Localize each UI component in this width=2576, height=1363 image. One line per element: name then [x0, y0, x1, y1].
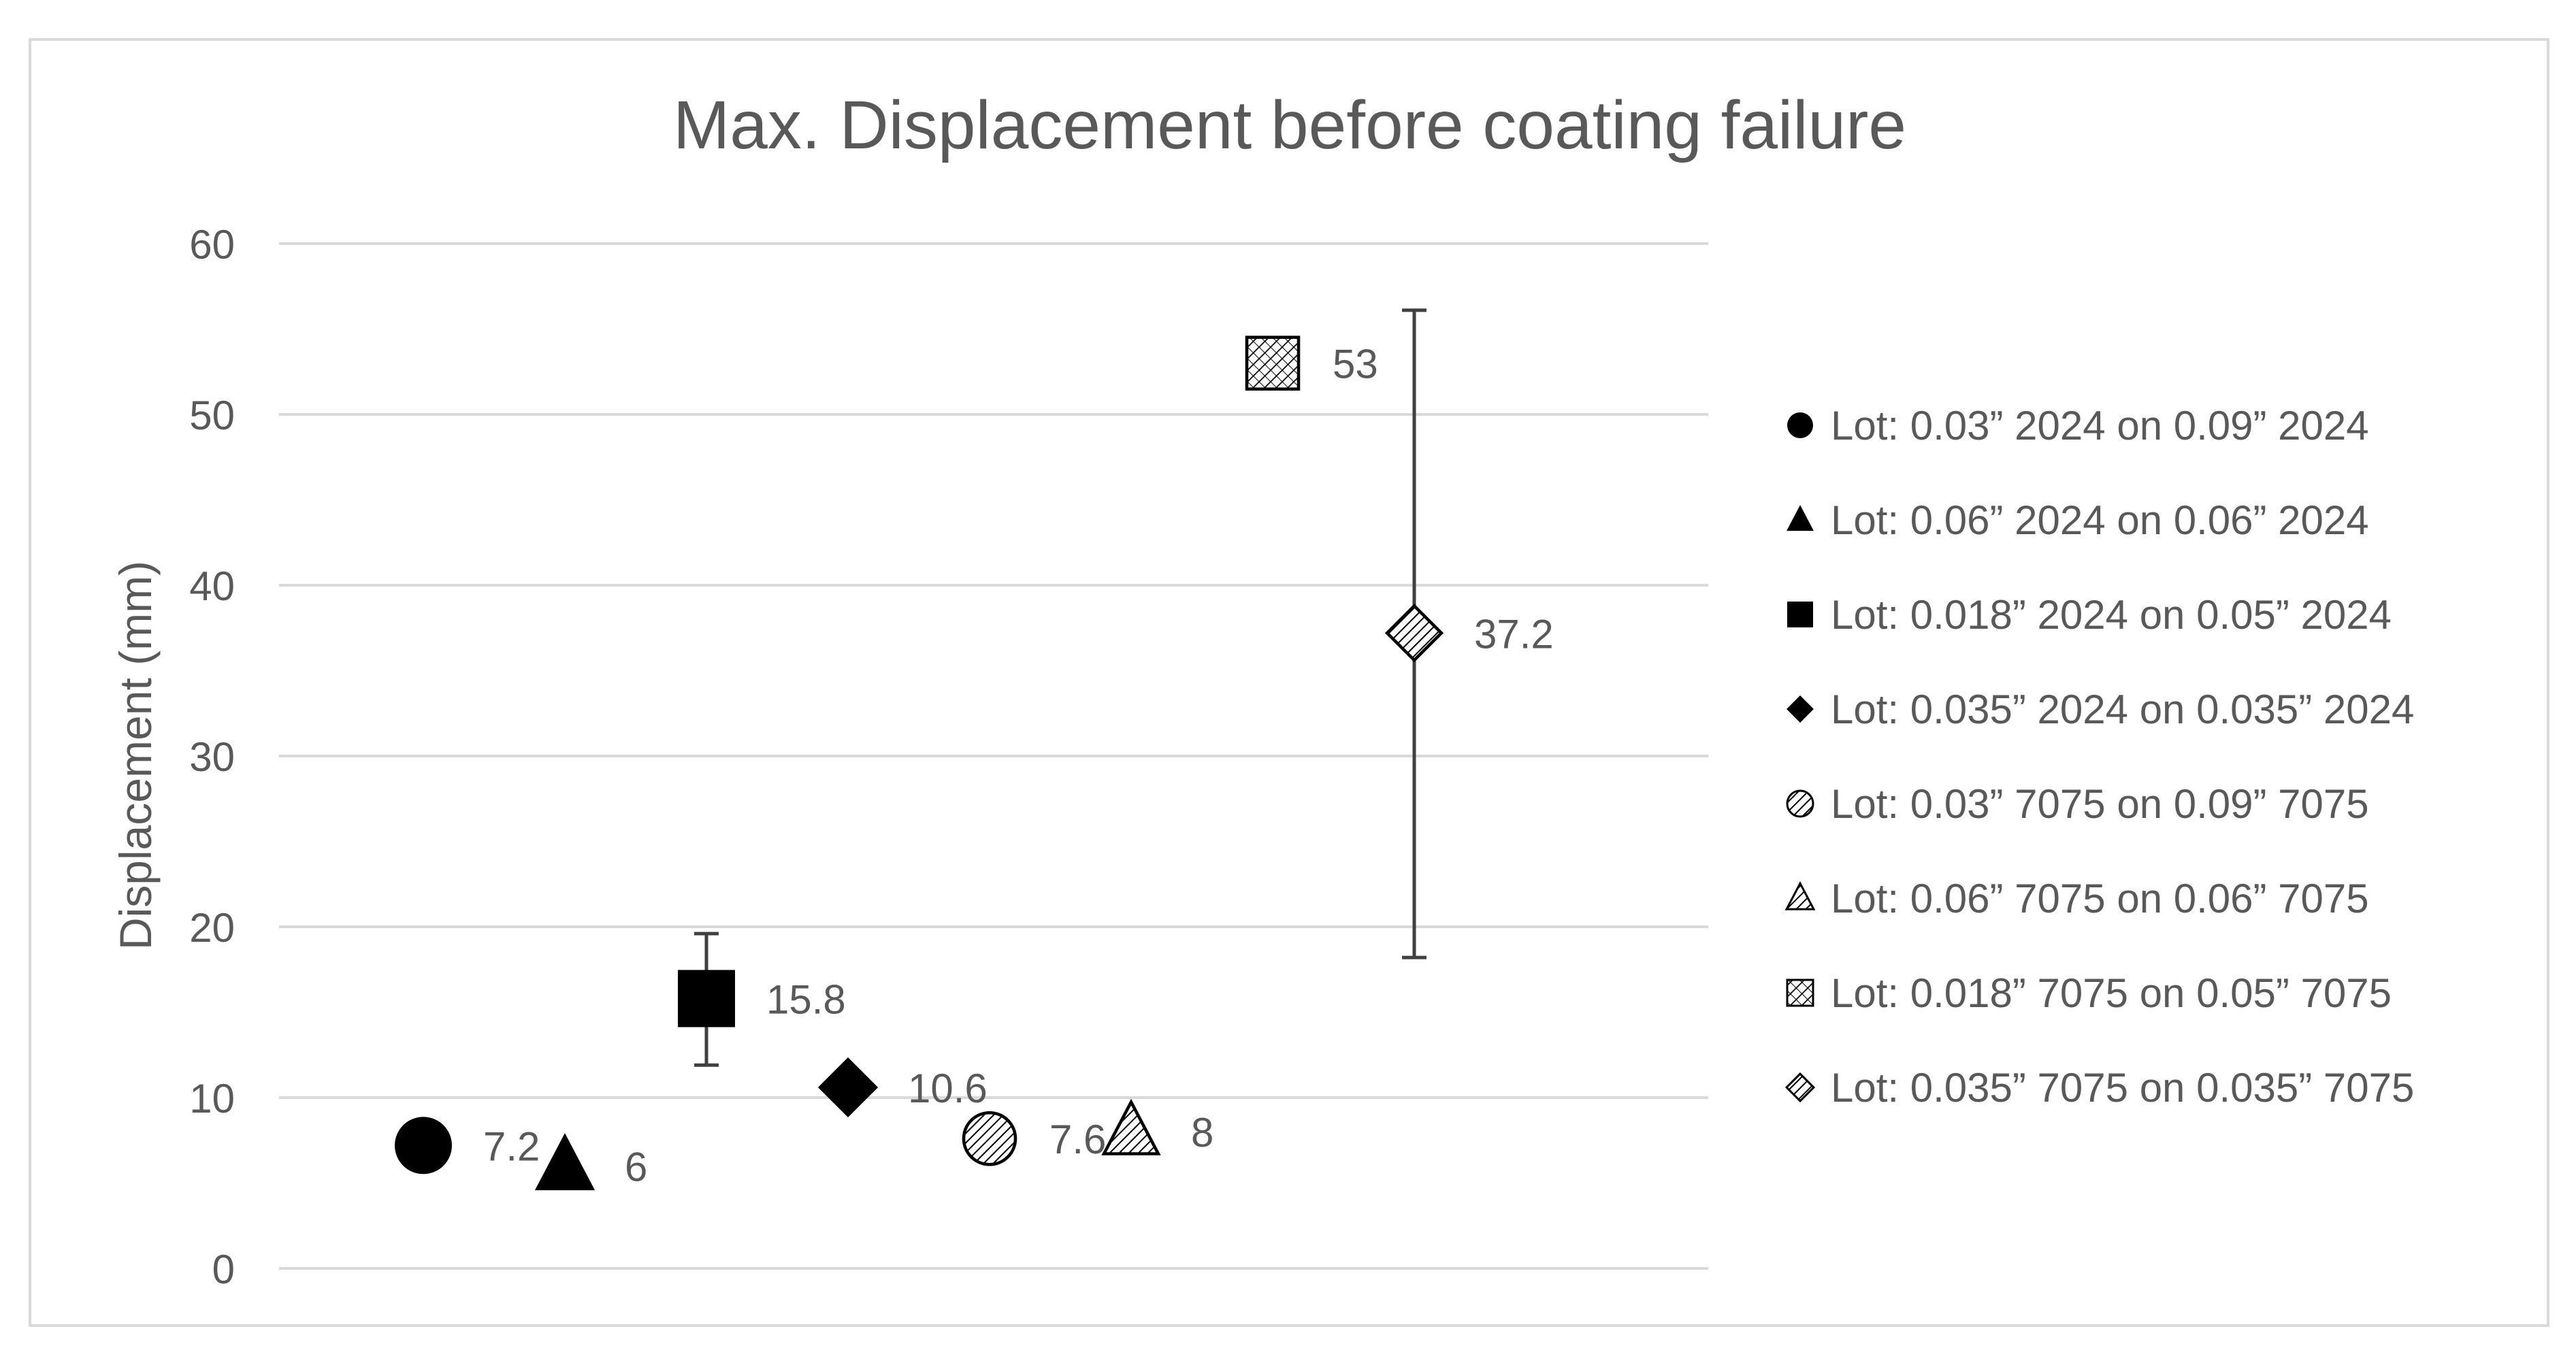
legend-item: Lot: 0.035” 7075 on 0.035” 7075 — [1784, 1065, 2414, 1111]
legend-item: Lot: 0.06” 2024 on 0.06” 2024 — [1787, 497, 2369, 543]
data-markers — [395, 335, 1444, 1191]
legend-label: Lot: 0.018” 2024 on 0.05” 2024 — [1831, 592, 2392, 638]
legend-item: Lot: 0.035” 2024 on 0.035” 2024 — [1787, 687, 2414, 732]
legend-marker — [1784, 1072, 1816, 1103]
data-label: 10.6 — [908, 1066, 988, 1111]
y-axis-ticks: 0 10 20 30 40 50 60 — [189, 222, 235, 1292]
legend-label: Lot: 0.03” 7075 on 0.09” 7075 — [1831, 781, 2369, 827]
data-label: 7.6 — [1049, 1117, 1106, 1162]
legend-item: Lot: 0.03” 2024 on 0.09” 2024 — [1787, 403, 2369, 448]
legend-item: Lot: 0.018” 2024 on 0.05” 2024 — [1787, 592, 2392, 638]
legend-marker — [1787, 505, 1814, 531]
legend-label: Lot: 0.06” 7075 on 0.06” 7075 — [1831, 876, 2369, 921]
gridlines — [279, 242, 1708, 1270]
legend-label: Lot: 0.035” 2024 on 0.035” 2024 — [1831, 687, 2414, 732]
data-point — [395, 1117, 452, 1175]
data-labels: 7.2 6 15.8 10.6 7.6 8 53 37.2 — [483, 342, 1554, 1190]
data-point — [962, 1111, 1017, 1166]
y-tick-label: 10 — [189, 1076, 235, 1121]
legend-item: Lot: 0.018” 7075 on 0.05” 7075 — [1786, 970, 2392, 1016]
y-tick-label: 50 — [189, 393, 235, 438]
chart-title: Max. Displacement before coating failure — [673, 87, 1906, 163]
legend: Lot: 0.03” 2024 on 0.09” 2024 Lot: 0.06” … — [1784, 403, 2414, 1111]
legend-item: Lot: 0.03” 7075 on 0.09” 7075 — [1786, 781, 2369, 827]
legend-marker — [1787, 602, 1813, 627]
legend-label: Lot: 0.06” 2024 on 0.06” 2024 — [1831, 497, 2369, 543]
data-point — [678, 970, 735, 1028]
legend-marker — [1786, 789, 1814, 818]
data-point — [534, 1133, 596, 1191]
y-axis-title: Displacement (mm) — [110, 561, 161, 950]
data-label: 7.2 — [483, 1123, 540, 1169]
legend-item: Lot: 0.06” 7075 on 0.06” 7075 — [1784, 876, 2369, 921]
chart-border — [29, 38, 2549, 1327]
data-point — [1245, 335, 1301, 391]
legend-marker — [1784, 881, 1816, 910]
legend-marker — [1787, 695, 1814, 723]
legend-label: Lot: 0.03” 2024 on 0.09” 2024 — [1831, 403, 2369, 448]
legend-marker — [1786, 979, 1814, 1007]
y-tick-label: 20 — [189, 905, 235, 951]
legend-label: Lot: 0.018” 7075 on 0.05” 7075 — [1831, 970, 2392, 1016]
y-tick-label: 0 — [212, 1247, 235, 1292]
legend-marker — [1787, 412, 1813, 438]
data-point — [1101, 1098, 1161, 1155]
y-tick-label: 30 — [189, 734, 235, 780]
y-tick-label: 40 — [189, 563, 235, 609]
legend-label: Lot: 0.035” 7075 on 0.035” 7075 — [1831, 1065, 2414, 1111]
data-point — [1384, 604, 1444, 663]
data-label: 15.8 — [766, 976, 846, 1022]
data-label: 8 — [1191, 1110, 1213, 1155]
data-label: 53 — [1333, 342, 1378, 387]
data-point — [817, 1057, 879, 1118]
data-label: 37.2 — [1474, 611, 1554, 657]
y-tick-label: 60 — [189, 222, 235, 267]
data-label: 6 — [625, 1144, 647, 1189]
